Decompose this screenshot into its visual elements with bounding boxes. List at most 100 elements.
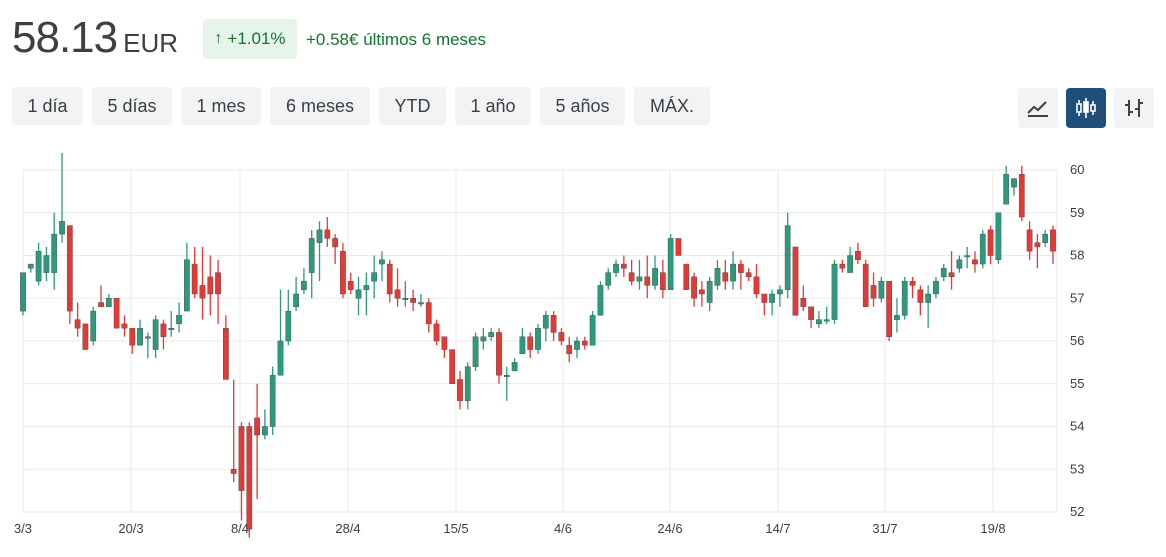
line-chart-button[interactable]: [1018, 88, 1058, 128]
candle-body: [894, 315, 900, 320]
range-tab-6m[interactable]: 6 meses: [270, 87, 370, 125]
candle: [613, 259, 619, 277]
candle: [51, 212, 58, 290]
candle-body: [652, 268, 658, 286]
candle-body: [620, 263, 627, 269]
candle-body: [90, 310, 97, 342]
candle: [839, 259, 846, 273]
candle-body: [230, 469, 237, 474]
candle: [410, 289, 417, 312]
candle-body: [301, 280, 307, 290]
candle: [105, 293, 112, 308]
candle-body: [683, 263, 690, 290]
candle-body: [940, 268, 947, 278]
candle-body: [574, 340, 580, 350]
candle-body: [293, 293, 299, 308]
candle: [831, 259, 838, 324]
candle: [769, 289, 775, 316]
current-price: 58.13: [12, 13, 118, 62]
candle: [878, 276, 885, 303]
candle-body: [823, 319, 830, 322]
candle: [933, 276, 939, 299]
candle: [535, 323, 541, 354]
candle: [855, 242, 861, 265]
range-tab-1d[interactable]: 1 día: [12, 87, 83, 125]
range-tab-1y[interactable]: 1 año: [455, 87, 531, 125]
range-tab-ytd[interactable]: YTD: [379, 87, 446, 125]
candle-body: [1050, 229, 1056, 252]
candle: [691, 272, 697, 307]
candlestick-chart-button[interactable]: [1066, 88, 1106, 128]
candle-body: [355, 289, 362, 299]
candle: [722, 259, 729, 290]
candle: [550, 311, 557, 341]
candle-body: [371, 272, 377, 282]
candle-body: [855, 251, 861, 260]
candle-body: [730, 263, 736, 282]
candle: [738, 259, 744, 290]
candle: [433, 319, 440, 346]
range-tab-label: MÁX.: [649, 95, 694, 116]
y-tick-label: 58: [1070, 248, 1084, 263]
candle-body: [964, 255, 971, 258]
candle-body: [277, 340, 284, 376]
candle: [714, 259, 721, 290]
candle: [605, 268, 612, 290]
candle-body: [386, 263, 393, 295]
candle-body: [1003, 174, 1010, 205]
change-badge: ↑ +1.01%: [203, 19, 297, 59]
candle-body: [862, 263, 869, 307]
y-tick-label: 60: [1070, 162, 1084, 177]
candle: [82, 323, 89, 350]
range-tab-5d[interactable]: 5 días: [92, 87, 172, 125]
candle: [98, 285, 104, 307]
range-tab-1m[interactable]: 1 mes: [181, 87, 261, 125]
candle-body: [605, 272, 612, 286]
candle-body: [519, 336, 526, 355]
candle: [168, 311, 175, 337]
candle-body: [394, 289, 401, 299]
candle-body: [20, 272, 26, 312]
candle: [745, 268, 752, 282]
change-percent: +1.01%: [227, 29, 286, 48]
range-tab-label: 1 día: [27, 95, 68, 116]
candle-body: [472, 336, 479, 367]
candle: [371, 255, 377, 299]
candle-body: [972, 259, 978, 265]
candle: [808, 306, 814, 329]
candle-body: [777, 289, 783, 295]
candle: [777, 285, 783, 307]
candle-body: [402, 298, 409, 300]
range-tab-label: 5 años: [555, 95, 610, 116]
candle-body: [105, 298, 112, 308]
candle-body: [925, 293, 932, 303]
ohlc-chart-button[interactable]: [1114, 88, 1154, 128]
y-tick-label: 56: [1070, 333, 1084, 348]
candle: [496, 328, 502, 384]
candle-body: [987, 229, 994, 256]
range-tab-5y[interactable]: 5 años: [540, 87, 625, 125]
arrow-up-icon: ↑: [214, 30, 223, 47]
x-tick-label: 15/5: [443, 521, 468, 536]
y-tick-label: 55: [1070, 376, 1084, 391]
candle-body: [137, 327, 143, 346]
candle: [800, 285, 807, 312]
x-tick-label: 4/6: [554, 521, 572, 536]
range-tab-max[interactable]: MÁX.: [634, 87, 710, 125]
candle: [581, 336, 588, 350]
x-tick-label: 20/3: [118, 521, 143, 536]
candle-body: [909, 280, 916, 286]
candle-body: [449, 349, 456, 384]
x-tick-label: 24/6: [657, 521, 682, 536]
candle-body: [784, 225, 791, 290]
candle: [254, 383, 260, 500]
candle: [901, 276, 908, 320]
candle: [1042, 229, 1049, 247]
candle: [184, 242, 190, 312]
candle: [589, 311, 596, 346]
candle: [761, 293, 768, 316]
candle-body: [441, 336, 448, 350]
x-tick-label: 3/3: [14, 521, 32, 536]
candle: [207, 255, 214, 316]
